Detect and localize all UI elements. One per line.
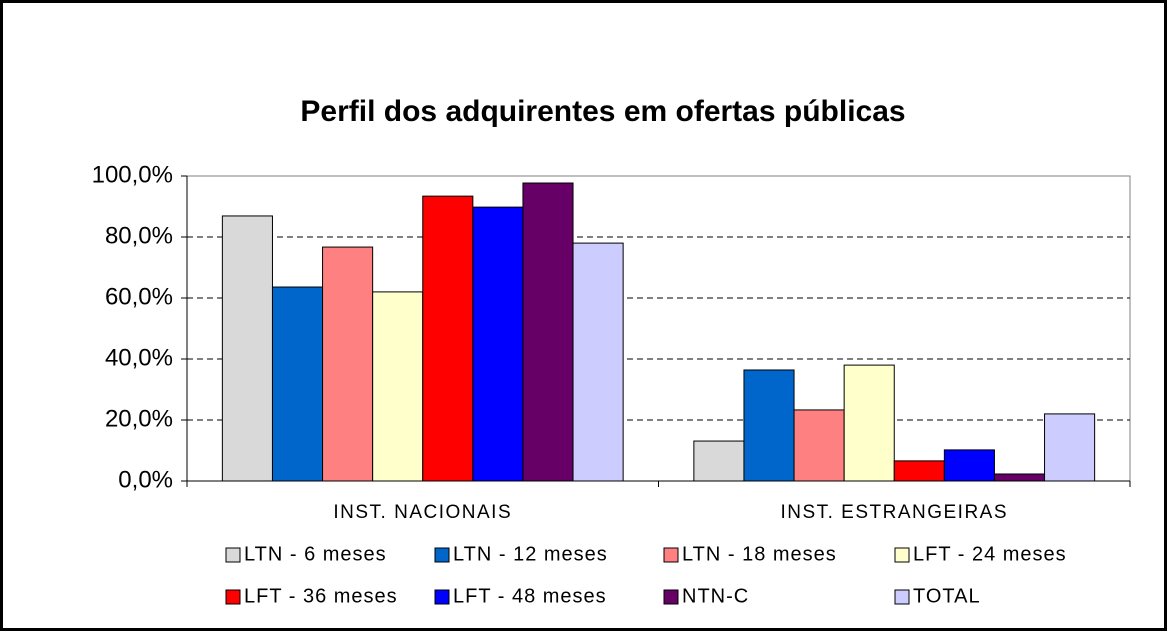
legend-swatch <box>225 589 241 605</box>
bar <box>322 246 374 482</box>
y-tick-label: 20,0% <box>105 405 173 432</box>
legend-label: TOTAL <box>913 585 981 607</box>
legend-swatch <box>663 589 679 605</box>
legend-swatch <box>894 589 910 605</box>
bar <box>1044 413 1096 482</box>
x-tick-label: INST. ESTRANGEIRAS <box>780 502 1008 523</box>
bar <box>372 291 424 482</box>
legend-swatch <box>663 547 679 563</box>
bar <box>993 473 1046 482</box>
bar <box>422 195 474 482</box>
bar <box>943 449 995 482</box>
legend-label: LTN - 12 meses <box>453 543 608 565</box>
bar <box>793 409 845 482</box>
bar <box>271 286 324 482</box>
legend-label: LFT - 36 meses <box>244 585 398 607</box>
legend-label: NTN-C <box>682 585 749 607</box>
legend-swatch <box>894 547 910 563</box>
legend-swatch <box>225 547 241 563</box>
legend-label: LFT - 48 meses <box>453 585 607 607</box>
y-tick-label: 0,0% <box>118 466 173 493</box>
bar <box>221 215 273 482</box>
bar <box>522 182 574 482</box>
legend-label: LTN - 6 meses <box>244 543 387 565</box>
legend-swatch <box>434 547 450 563</box>
y-tick-label: 40,0% <box>105 344 173 371</box>
y-tick-label: 80,0% <box>105 222 173 249</box>
bar <box>572 242 624 482</box>
chart-title: Perfil dos adquirentes em ofertas públic… <box>300 95 905 128</box>
legend-swatch <box>434 589 450 605</box>
y-tick-label: 60,0% <box>105 283 173 310</box>
bar <box>472 206 524 482</box>
bar <box>743 369 795 482</box>
bar <box>893 460 945 482</box>
legend-label: LFT - 24 meses <box>913 543 1067 565</box>
legend-label: LTN - 18 meses <box>682 543 837 565</box>
x-tick-label: INST. NACIONAIS <box>333 502 512 523</box>
bar <box>843 364 895 482</box>
bar <box>693 440 745 482</box>
y-tick-label: 100,0% <box>92 161 173 188</box>
